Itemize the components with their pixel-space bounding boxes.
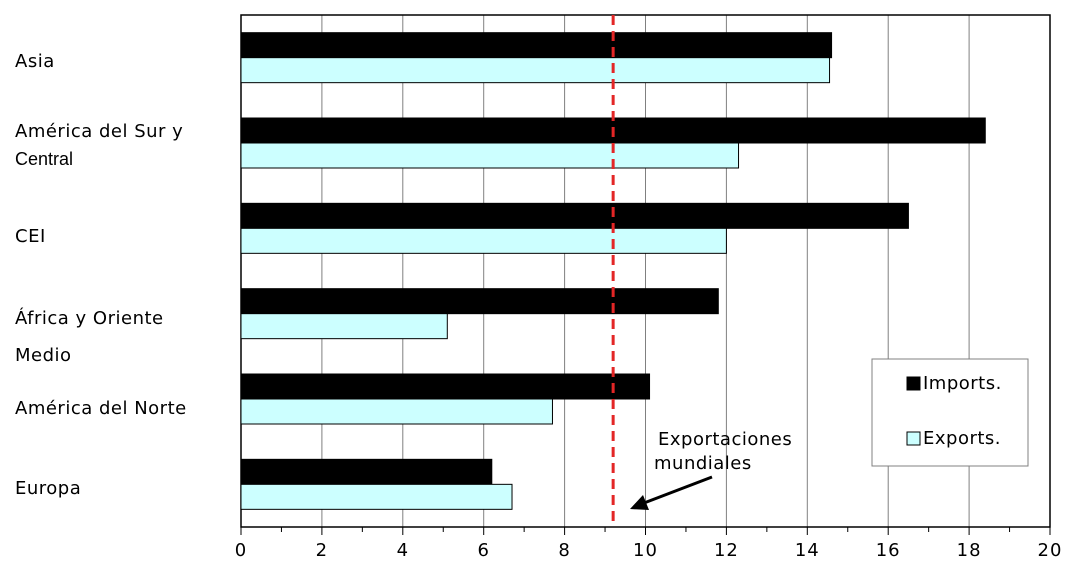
x-tick-label-3: 6 [477, 540, 489, 561]
bar-imports-3 [240, 288, 719, 315]
legend-label-0: Imports. [923, 373, 1002, 394]
x-tick-label-8: 16 [876, 540, 901, 561]
x-tick-label-1: 2 [316, 540, 328, 561]
bar-imports-4 [240, 373, 651, 400]
category-label-5-0: Europa [15, 478, 82, 499]
x-tick-label-0: 0 [235, 540, 247, 561]
bar-exports-2 [240, 227, 727, 254]
x-tick-label-10: 20 [1038, 540, 1063, 561]
legend-label-1: Exports. [923, 428, 1001, 449]
x-tick-label-6: 12 [714, 540, 739, 561]
category-label-0-0: Asia [15, 51, 55, 72]
category-label-3-0: África y Oriente [15, 308, 164, 329]
bar-exports-3 [240, 313, 448, 340]
annotation-arrow-head [630, 495, 649, 510]
category-label-1-0: América del Sur y [15, 121, 184, 142]
category-label-2-0: CEI [15, 226, 46, 247]
x-tick-label-9: 18 [957, 540, 982, 561]
x-tick-label-4: 8 [558, 540, 570, 561]
legend-swatch-1 [906, 431, 921, 446]
x-tick-label-2: 4 [397, 540, 409, 561]
bar-exports-1 [240, 142, 740, 169]
annotation-line-1: Exportaciones [658, 429, 793, 450]
bar-exports-0 [240, 57, 831, 84]
legend-box [871, 358, 1029, 467]
bar-exports-4 [240, 398, 553, 425]
x-tick-label-5: 10 [633, 540, 658, 561]
bar-imports-2 [240, 202, 909, 229]
category-label-1-1: Central [15, 149, 74, 169]
annotation-line-2: mundiales [654, 453, 752, 474]
bar-imports-0 [240, 32, 833, 59]
annotation-arrow-shaft [643, 475, 713, 505]
category-label-3-1: Medio [15, 345, 72, 366]
category-label-4-0: América del Norte [15, 398, 187, 419]
bar-exports-5 [240, 483, 513, 510]
annotation-label: Exportaciones mundiales [654, 428, 854, 476]
bar-imports-5 [240, 458, 493, 485]
x-tick-label-7: 14 [795, 540, 820, 561]
legend-swatch-0 [906, 376, 921, 391]
